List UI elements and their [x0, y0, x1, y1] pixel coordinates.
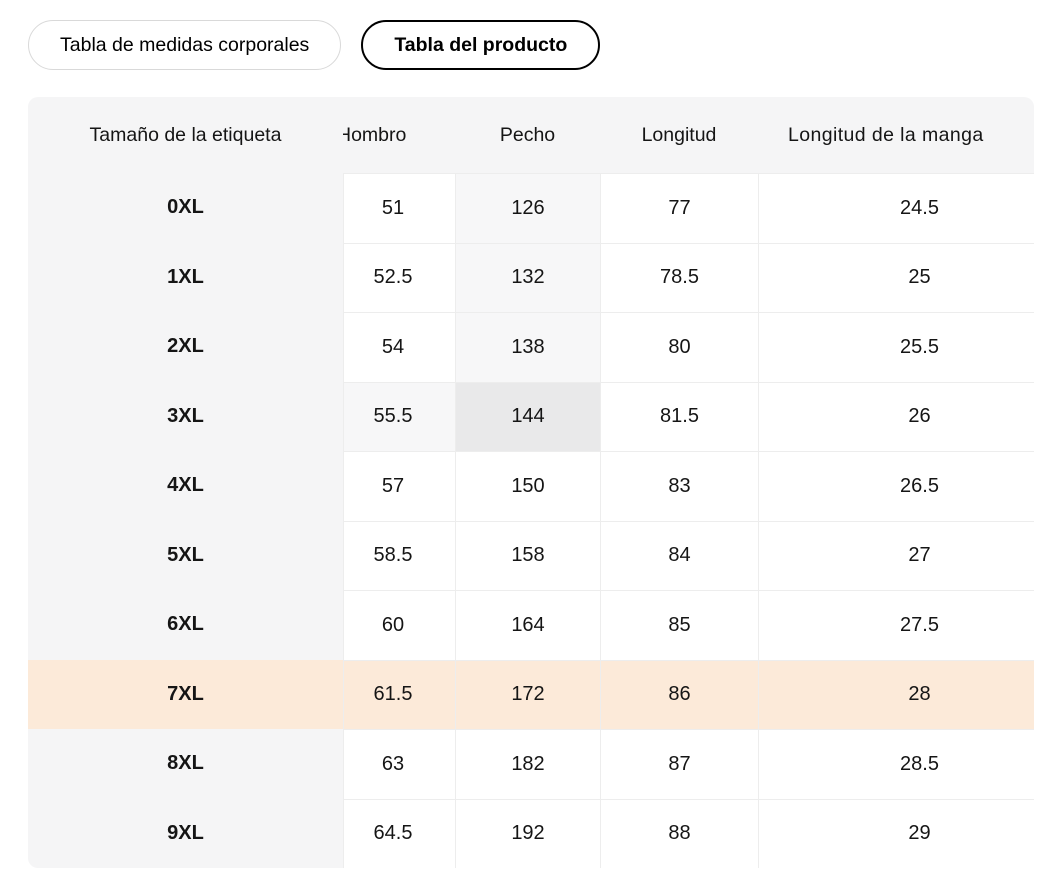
header-chest: Pecho — [455, 97, 600, 173]
size-label-cell[interactable]: 4XL — [28, 451, 343, 521]
size-label-cell[interactable]: 5XL — [28, 520, 343, 590]
sleeve-value-cell[interactable]: 28 — [758, 659, 1034, 729]
sleeve-value-cell[interactable]: 26.5 — [758, 451, 1034, 521]
sleeve-value-cell[interactable]: 28.5 — [758, 729, 1034, 799]
tab-body-measurements[interactable]: Tabla de medidas corporales — [28, 20, 342, 70]
size-label-cell[interactable]: 2XL — [28, 312, 343, 382]
size-label-cell[interactable]: 8XL — [28, 729, 343, 799]
size-label-cell[interactable]: 1XL — [28, 242, 343, 312]
table-row: 2XL 54 138 80 25.5 — [28, 312, 1034, 382]
chest-value-cell[interactable]: 164 — [455, 590, 600, 660]
length-value-cell[interactable]: 88 — [600, 798, 758, 868]
shoulder-value-cell[interactable]: 60 — [343, 590, 455, 660]
length-value-cell[interactable]: 83 — [600, 451, 758, 521]
shoulder-value-cell[interactable]: 57 — [343, 451, 455, 521]
length-value-cell[interactable]: 77 — [600, 173, 758, 243]
shoulder-value-cell[interactable]: 54 — [343, 312, 455, 382]
chest-value-cell[interactable]: 144 — [455, 381, 600, 451]
length-value-cell[interactable]: 81.5 — [600, 381, 758, 451]
header-length: Longitud — [600, 97, 758, 173]
header-sleeve-length: Longitud de la manga — [758, 97, 1034, 173]
chest-value-cell[interactable]: 192 — [455, 798, 600, 868]
chest-value-cell[interactable]: 182 — [455, 729, 600, 799]
size-label-cell[interactable]: 0XL — [28, 173, 343, 243]
length-value-cell[interactable]: 86 — [600, 659, 758, 729]
sleeve-value-cell[interactable]: 26 — [758, 381, 1034, 451]
size-chart-tabs: Tabla de medidas corporales Tabla del pr… — [28, 20, 601, 70]
shoulder-value-cell[interactable]: 61.5 — [343, 659, 455, 729]
size-label-cell[interactable]: 9XL — [28, 798, 343, 868]
table-row: 8XL 63 182 87 28.5 — [28, 729, 1034, 799]
chest-value-cell[interactable]: 150 — [455, 451, 600, 521]
shoulder-value-cell[interactable]: 51 — [343, 173, 455, 243]
size-label-cell[interactable]: 7XL — [28, 659, 343, 729]
shoulder-value-cell[interactable]: 63 — [343, 729, 455, 799]
table-row: 5XL 58.5 158 84 27 — [28, 520, 1034, 590]
header-shoulder: Hombro — [343, 97, 455, 173]
length-value-cell[interactable]: 78.5 — [600, 242, 758, 312]
table-row: 3XL 55.5 144 81.5 26 — [28, 381, 1034, 451]
table-row: 0XL 51 126 77 24.5 — [28, 173, 1034, 243]
product-size-table[interactable]: Tamaño de la etiqueta Hombro Pecho Longi… — [28, 97, 1034, 868]
chest-value-cell[interactable]: 126 — [455, 173, 600, 243]
length-value-cell[interactable]: 84 — [600, 520, 758, 590]
length-value-cell[interactable]: 80 — [600, 312, 758, 382]
table-row: 6XL 60 164 85 27.5 — [28, 590, 1034, 660]
sleeve-value-cell[interactable]: 25 — [758, 242, 1034, 312]
length-value-cell[interactable]: 87 — [600, 729, 758, 799]
size-label-cell[interactable]: 6XL — [28, 590, 343, 660]
shoulder-value-cell[interactable]: 64.5 — [343, 798, 455, 868]
chest-value-cell[interactable]: 158 — [455, 520, 600, 590]
table-row: 7XL 61.5 172 86 28 — [28, 659, 1034, 729]
chest-value-cell[interactable]: 172 — [455, 659, 600, 729]
sleeve-value-cell[interactable]: 29 — [758, 798, 1034, 868]
tab-product-measurements[interactable]: Tabla del producto — [361, 20, 601, 70]
sleeve-value-cell[interactable]: 25.5 — [758, 312, 1034, 382]
shoulder-value-cell[interactable]: 58.5 — [343, 520, 455, 590]
size-label-cell[interactable]: 3XL — [28, 381, 343, 451]
table-row: 9XL 64.5 192 88 29 — [28, 798, 1034, 868]
table-row: 1XL 52.5 132 78.5 25 — [28, 242, 1034, 312]
table-body: 0XL 51 126 77 24.5 1XL 52.5 132 78.5 25 … — [28, 173, 1034, 868]
table-row: 4XL 57 150 83 26.5 — [28, 451, 1034, 521]
chest-value-cell[interactable]: 138 — [455, 312, 600, 382]
sleeve-value-cell[interactable]: 27.5 — [758, 590, 1034, 660]
sleeve-value-cell[interactable]: 27 — [758, 520, 1034, 590]
shoulder-value-cell[interactable]: 52.5 — [343, 242, 455, 312]
chest-value-cell[interactable]: 132 — [455, 242, 600, 312]
header-label-size: Tamaño de la etiqueta — [28, 97, 343, 173]
table-header-row: Tamaño de la etiqueta Hombro Pecho Longi… — [28, 97, 1034, 173]
shoulder-value-cell[interactable]: 55.5 — [343, 381, 455, 451]
sleeve-value-cell[interactable]: 24.5 — [758, 173, 1034, 243]
length-value-cell[interactable]: 85 — [600, 590, 758, 660]
